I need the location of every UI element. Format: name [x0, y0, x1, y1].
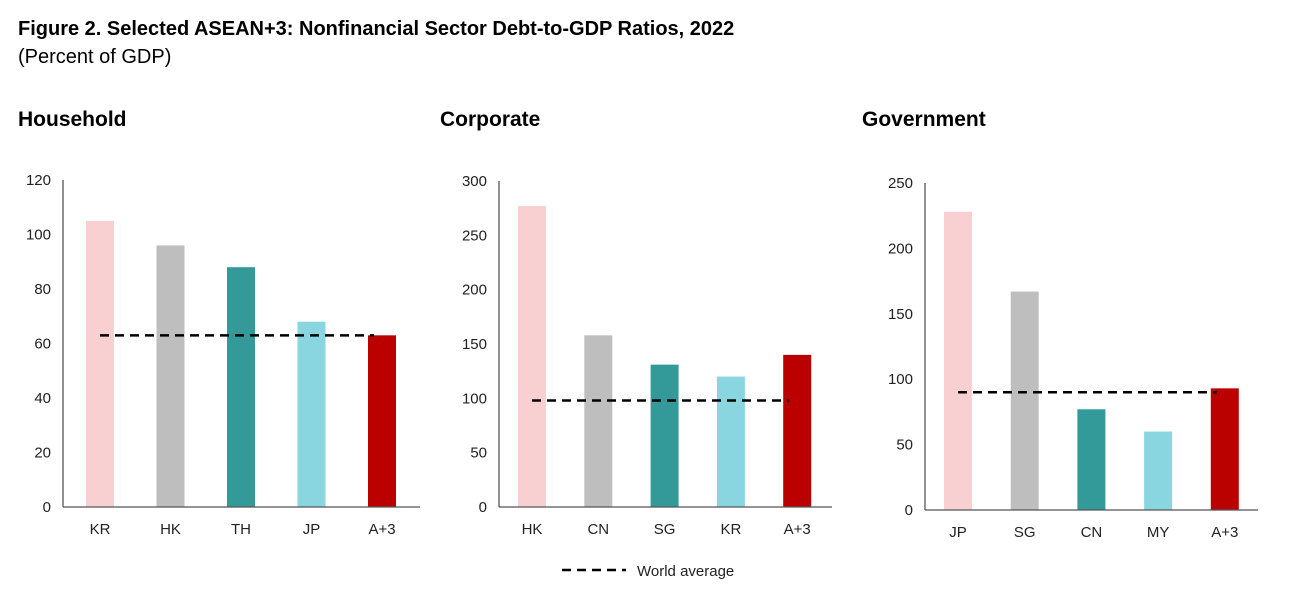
y-tick-label: 300 [462, 173, 487, 190]
bar-A+3 [368, 335, 396, 507]
x-tick-label: A+3 [784, 521, 811, 538]
bar-SG [650, 364, 679, 507]
y-tick-label: 150 [462, 336, 487, 353]
y-tick-label: 80 [34, 281, 51, 298]
y-tick-label: 40 [34, 390, 51, 407]
panel-government: Government JP SG CN MY A+3 0 50 100 150 200 250 [862, 108, 1258, 541]
panel-title: Corporate [440, 108, 540, 131]
x-tick-label: KR [720, 521, 741, 538]
x-tick-label: SG [1014, 524, 1036, 541]
bar-SG [1010, 291, 1039, 510]
x-tick-label: A+3 [1211, 524, 1238, 541]
bar-A+3 [783, 354, 812, 507]
y-tick-label: 200 [888, 240, 913, 257]
x-tick-label: SG [654, 521, 676, 538]
y-tick-label: 100 [26, 227, 51, 244]
x-tick-label: A+3 [368, 521, 395, 538]
y-tick-label: 120 [26, 172, 51, 189]
x-tick-label: TH [231, 521, 251, 538]
bar-CN [584, 335, 613, 507]
bar-CN [1077, 409, 1106, 510]
figure-title: Figure 2. Selected ASEAN+3: Nonfinancial… [18, 18, 734, 40]
y-tick-label: 250 [888, 175, 913, 192]
y-tick-label: 20 [34, 445, 51, 462]
bar-HK [518, 205, 546, 507]
bar-A+3 [1210, 388, 1239, 510]
legend: World average [562, 563, 734, 580]
panel-household: Household KR HK TH JP A+3 0 20 40 60 80 100 120 [18, 108, 420, 538]
legend-label: World average [637, 563, 734, 580]
bar-TH [227, 267, 255, 507]
y-tick-label: 60 [34, 336, 51, 353]
x-tick-label: CN [587, 521, 609, 538]
y-tick-label: 100 [462, 390, 487, 407]
panel-title: Household [18, 108, 127, 131]
y-tick-label: 100 [888, 371, 913, 388]
y-tick-label: 150 [888, 306, 913, 323]
y-tick-label: 50 [470, 445, 487, 462]
bar-MY [1144, 431, 1173, 510]
bar-KR [86, 220, 114, 507]
y-tick-label: 0 [43, 499, 51, 516]
x-tick-label: CN [1081, 524, 1103, 541]
x-tick-label: HK [160, 521, 181, 538]
x-tick-label: MY [1147, 524, 1170, 541]
bar-JP [297, 321, 326, 507]
bar-HK [156, 245, 185, 507]
panel-title: Government [862, 108, 986, 131]
y-tick-label: 50 [896, 437, 913, 454]
bar-JP [944, 211, 972, 510]
y-tick-label: 200 [462, 282, 487, 299]
y-tick-label: 0 [479, 499, 487, 516]
bar-KR [716, 376, 745, 507]
figure-subtitle: (Percent of GDP) [18, 46, 171, 68]
x-tick-label: JP [949, 524, 967, 541]
y-tick-label: 0 [905, 502, 913, 519]
y-tick-label: 250 [462, 227, 487, 244]
panel-corporate: Corporate HK CN SG KR A+3 0 50 100 150 200 250 300 [440, 108, 832, 538]
x-tick-label: KR [90, 521, 111, 538]
x-tick-label: HK [522, 521, 543, 538]
x-tick-label: JP [303, 521, 321, 538]
